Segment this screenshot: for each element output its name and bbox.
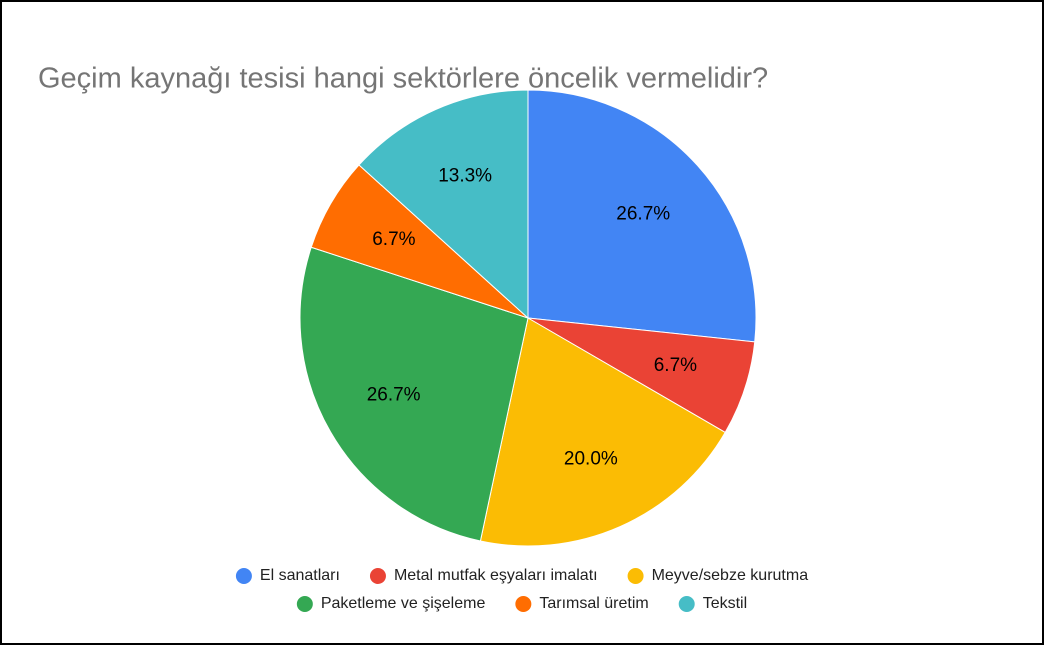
slice-label: 26.7%: [367, 384, 421, 405]
slice-label: 6.7%: [654, 355, 697, 376]
legend-label: El sanatları: [260, 567, 340, 584]
pie-slice: [527, 89, 757, 343]
legend-swatch: [296, 596, 313, 612]
legend-label: Tarımsal üretim: [539, 595, 648, 612]
legend-swatch: [627, 568, 644, 584]
slice-label: 6.7%: [372, 229, 415, 250]
legend-swatch: [515, 596, 532, 612]
slice-label: 26.7%: [616, 203, 670, 224]
slice-label: 20.0%: [564, 449, 618, 470]
legend-label: Metal mutfak eşyaları imalatı: [394, 567, 598, 584]
legend-swatch: [235, 568, 252, 584]
legend-label: Tekstil: [703, 595, 747, 612]
slice-label: 13.3%: [438, 165, 492, 186]
legend-label: Meyve/sebze kurutma: [652, 567, 809, 584]
pie-slice: [299, 246, 529, 542]
legend-label: Paketleme ve şişeleme: [321, 595, 486, 612]
legend-swatch: [678, 596, 695, 612]
chart-title: Geçim kaynağı tesisi hangi sektörlere ön…: [38, 63, 768, 95]
legend-swatch: [369, 568, 386, 584]
pie-slice: [358, 89, 529, 320]
pie-slice: [479, 317, 726, 547]
